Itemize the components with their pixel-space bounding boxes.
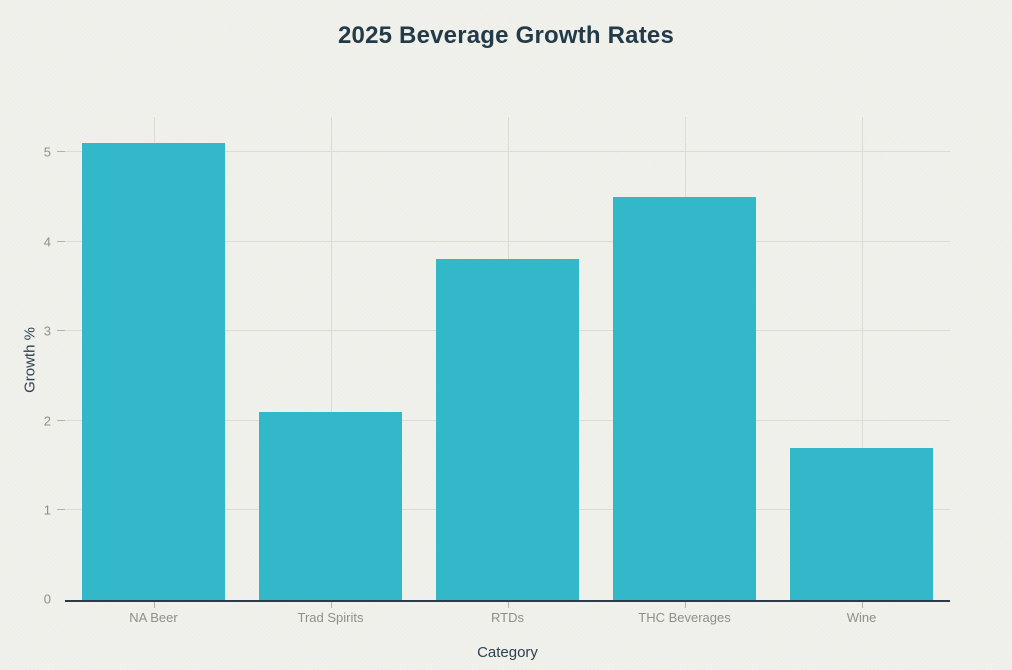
y-tick-label: 4 [43, 234, 51, 250]
y-tick-label: 2 [43, 413, 51, 429]
chart-title: 2025 Beverage Growth Rates [337, 22, 675, 49]
bar [258, 411, 403, 600]
x-tick-mark [330, 602, 332, 608]
y-tick-mark [57, 150, 65, 152]
y-axis-title: Growth % [21, 327, 39, 393]
y-tick-mark [57, 509, 65, 511]
x-tick-label: RTDs [491, 610, 524, 625]
x-tick-mark [507, 602, 509, 608]
plot-area: 0 1 2 3 4 5 NA Beer Trad Spirits RTDs THC Beverag… [44, 117, 950, 625]
bar [612, 196, 757, 600]
bar [81, 143, 226, 600]
y-tick-label: 3 [43, 323, 51, 339]
y-tick-mark [57, 240, 65, 242]
x-tick-mark [684, 602, 686, 608]
x-tick-label: THC Beverages [638, 610, 731, 625]
x-tick-mark [861, 602, 863, 608]
v-gridline [861, 117, 863, 600]
x-tick-label: Wine [846, 610, 877, 625]
bar [789, 447, 934, 600]
y-tick-label: 1 [43, 502, 51, 518]
x-axis-title: Category [477, 644, 538, 661]
x-tick-label: NA Beer [129, 610, 178, 625]
v-gridline [330, 117, 332, 600]
y-tick-mark [57, 330, 65, 332]
x-tick-label: Trad Spirits [297, 610, 364, 625]
y-tick-label: 5 [43, 144, 51, 160]
y-tick-mark [57, 419, 65, 421]
bar [435, 259, 580, 600]
x-tick-mark [153, 602, 155, 608]
y-tick-label: 0 [43, 591, 51, 607]
